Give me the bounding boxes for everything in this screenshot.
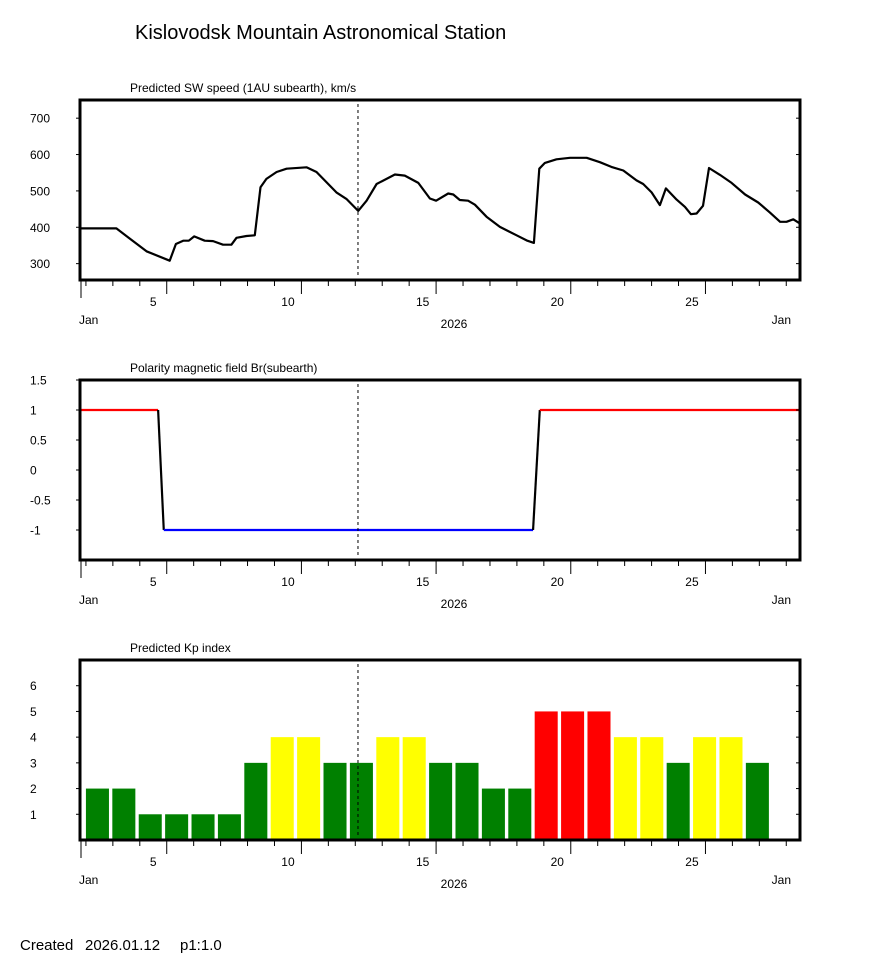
y-tick-label: 300 (30, 257, 50, 271)
kp-bar (534, 711, 558, 840)
y-tick-label: -1 (30, 524, 41, 538)
kp-bar (244, 762, 268, 840)
kp-bar (112, 788, 136, 840)
panel-title: Predicted Kp index (130, 641, 231, 655)
footer-page: p1:1.0 (180, 937, 222, 954)
y-tick-label: 5 (30, 705, 37, 719)
x-label-month-start: Jan (79, 593, 98, 607)
figure-title: Kislovodsk Mountain Astronomical Station (135, 22, 506, 44)
panel-2: Polarity magnetic field Br(subearth) 1.5 1… (30, 361, 802, 611)
x-tick-label: 15 (416, 295, 430, 309)
kp-bar (481, 788, 505, 840)
kp-bar (640, 737, 664, 840)
kp-bar (376, 737, 400, 840)
kp-bar (270, 737, 294, 840)
x-label-month-end: Jan (772, 873, 791, 887)
kp-bar (561, 711, 585, 840)
x-label-month-end: Jan (772, 593, 791, 607)
y-tick-label: 1 (30, 808, 37, 822)
footer-created-label: Created (20, 937, 73, 954)
x-tick-label: 15 (416, 575, 430, 589)
footer: Created 2026.01.12 p1:1.0 (20, 937, 222, 954)
kp-bar (323, 762, 347, 840)
x-tick-label: 5 (150, 295, 157, 309)
kp-bar (297, 737, 321, 840)
y-tick-label: 2 (30, 782, 37, 796)
kp-bar (613, 737, 637, 840)
y-tick-label: -0.5 (30, 494, 51, 508)
panels: Predicted SW speed (1AU subearth), km/s 7… (30, 81, 802, 891)
y-tick-label: 3 (30, 756, 37, 770)
x-tick-label: 25 (685, 855, 699, 869)
kp-bar (217, 814, 241, 840)
y-tick-label: 0 (30, 464, 37, 478)
panel-title: Predicted SW speed (1AU subearth), km/s (130, 81, 356, 95)
x-tick-label: 25 (685, 295, 699, 309)
kp-bar (138, 814, 162, 840)
polarity-transition-segment (531, 409, 541, 531)
y-tick-label: 400 (30, 221, 50, 235)
y-tick-label: 1 (30, 404, 37, 418)
kp-bar (429, 762, 453, 840)
sw-speed-line (80, 156, 801, 262)
x-tick-label: 15 (416, 855, 430, 869)
kp-bar (165, 814, 189, 840)
y-tick-label: 600 (30, 148, 50, 162)
footer-date: 2026.01.12 (85, 937, 160, 954)
x-tick-label: 10 (281, 295, 295, 309)
y-tick-label: 6 (30, 679, 37, 693)
plot-frame (78, 658, 802, 842)
kp-bar (85, 788, 109, 840)
y-tick-label: 4 (30, 731, 37, 745)
x-label-year: 2026 (441, 877, 468, 891)
kp-bar (349, 762, 373, 840)
kp-bar (745, 762, 769, 840)
x-label-month-start: Jan (79, 873, 98, 887)
polarity-transition-segment (157, 409, 165, 531)
y-tick-label: 500 (30, 184, 50, 198)
kp-bar (455, 762, 479, 840)
panel-title: Polarity magnetic field Br(subearth) (130, 361, 317, 375)
x-tick-label: 5 (150, 575, 157, 589)
y-tick-label: 0.5 (30, 434, 47, 448)
plot-frame (78, 98, 802, 282)
kp-bar (719, 737, 743, 840)
x-tick-label: 5 (150, 855, 157, 869)
kp-bar (693, 737, 717, 840)
x-tick-label: 10 (281, 575, 295, 589)
x-tick-label: 25 (685, 575, 699, 589)
plot-frame (78, 378, 802, 562)
kp-bar (666, 762, 690, 840)
x-label-month-end: Jan (772, 313, 791, 327)
x-label-year: 2026 (441, 317, 468, 331)
y-tick-label: 700 (30, 112, 50, 126)
x-label-month-start: Jan (79, 313, 98, 327)
x-tick-label: 10 (281, 855, 295, 869)
kp-bar (191, 814, 215, 840)
x-tick-label: 20 (551, 575, 565, 589)
panel-1: Predicted SW speed (1AU subearth), km/s 7… (30, 81, 802, 331)
x-label-year: 2026 (441, 597, 468, 611)
kp-bar (508, 788, 532, 840)
kp-bar (402, 737, 426, 840)
x-tick-label: 20 (551, 855, 565, 869)
y-tick-label: 1.5 (30, 374, 47, 388)
x-tick-label: 20 (551, 295, 565, 309)
kp-bar (587, 711, 611, 840)
